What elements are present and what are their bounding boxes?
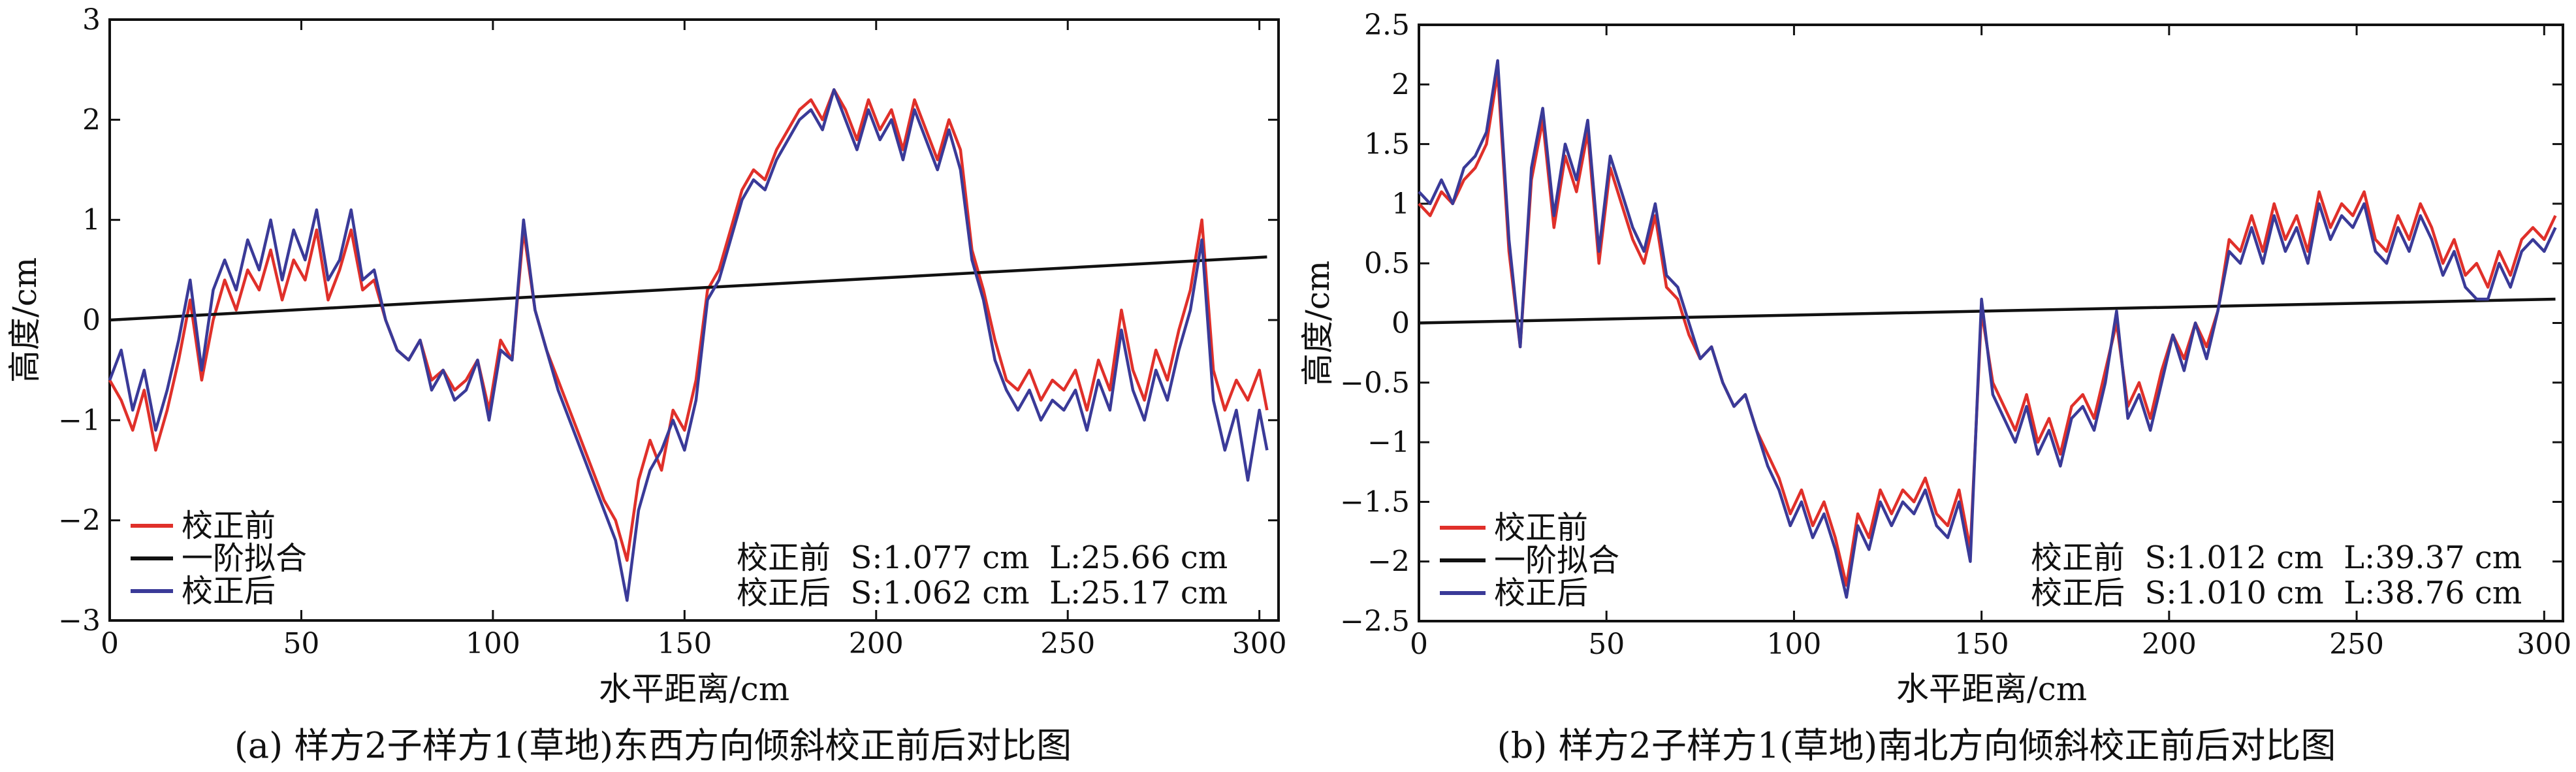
x-tick-label: 100 (1766, 628, 1821, 661)
legend-label-before: 校正前 (182, 507, 276, 544)
x-axis-label: 水平距离/cm (1896, 670, 2087, 708)
legend-label-before: 校正前 (1494, 509, 1588, 546)
series-line-2 (108, 88, 1269, 602)
y-tick-label: −2 (58, 504, 101, 538)
y-tick-label: −2.5 (1340, 605, 1410, 638)
x-tick-label: 50 (1588, 628, 1625, 661)
series-line-1 (1418, 297, 2556, 325)
y-tick-label: 1.5 (1364, 128, 1410, 161)
x-tick-label: 150 (657, 627, 712, 660)
y-tick-label: −2 (1367, 545, 1410, 579)
caption-a: (a) 样方2子样方1(草地)东西方向倾斜校正前后对比图 (234, 725, 1072, 766)
x-tick-label: 50 (283, 627, 319, 660)
plot-frame (1418, 24, 2564, 622)
y-axis-label: 高度/cm (6, 257, 44, 383)
y-tick-label: −1 (1367, 426, 1410, 459)
annotation-after: 校正后 S:1.062 cm L:25.17 cm (737, 575, 1228, 611)
y-tick-label: −3 (58, 604, 101, 637)
x-tick-label: 300 (2517, 628, 2571, 661)
y-tick-label: 2 (82, 103, 101, 137)
y-tick-label: 1 (1391, 187, 1410, 221)
x-tick-label: 0 (1410, 628, 1428, 661)
x-axis-label: 水平距离/cm (599, 670, 789, 708)
annotation-before: 校正前 S:1.077 cm L:25.66 cm (737, 539, 1228, 576)
legend-label-fit: 一阶拟合 (1494, 542, 1619, 579)
y-tick-label: 3 (82, 3, 101, 37)
y-tick-label: 2 (1391, 68, 1410, 101)
x-tick-label: 100 (466, 627, 520, 660)
legend: 校正前 一阶拟合 校正后 (131, 507, 307, 609)
annotation-before: 校正前 S:1.012 cm L:39.37 cm (2031, 539, 2522, 576)
y-tick-label: 0 (1391, 307, 1410, 340)
x-tick-label: 250 (2329, 628, 2384, 661)
caption-b: (b) 样方2子样方1(草地)南北方向倾斜校正前后对比图 (1497, 725, 2336, 766)
chart-panel-b: 2.521.510.50−0.5−1−1.5−2−2.50 50 100 150 200… (1299, 8, 2571, 766)
series-line-2 (1418, 59, 2557, 599)
y-tick-label: 1 (82, 204, 101, 237)
series-line-0 (108, 88, 1269, 562)
legend-label-fit: 一阶拟合 (182, 540, 307, 577)
x-tick-label: 0 (101, 627, 119, 660)
x-tick-label: 300 (1232, 627, 1287, 660)
y-tick-label: 0 (82, 304, 101, 337)
y-tick-label: −1.5 (1340, 485, 1410, 519)
x-tick-label: 200 (849, 627, 904, 660)
plot-frame (108, 18, 1280, 622)
x-tick-label: 250 (1040, 627, 1095, 660)
x-tick-label: 150 (1954, 628, 2009, 661)
annotation-after: 校正后 S:1.010 cm L:38.76 cm (2031, 575, 2522, 611)
legend: 校正前 一阶拟合 校正后 (1440, 509, 1619, 611)
series-layer (1418, 59, 2557, 599)
legend-label-after: 校正后 (1494, 575, 1588, 611)
y-tick-label: −1 (58, 404, 101, 437)
y-tick-label: 0.5 (1364, 247, 1410, 280)
y-tick-label: 2.5 (1364, 8, 1410, 42)
y-axis-label: 高度/cm (1299, 261, 1337, 386)
x-tick-label: 200 (2142, 628, 2197, 661)
tick-layer: 2.521.510.50−0.5−1−1.5−2−2.50 50 100 150 200… (1340, 8, 2571, 661)
legend-label-after: 校正后 (182, 573, 276, 609)
series-line-1 (109, 255, 1267, 322)
y-tick-label: −0.5 (1340, 366, 1410, 400)
series-layer (108, 88, 1269, 602)
